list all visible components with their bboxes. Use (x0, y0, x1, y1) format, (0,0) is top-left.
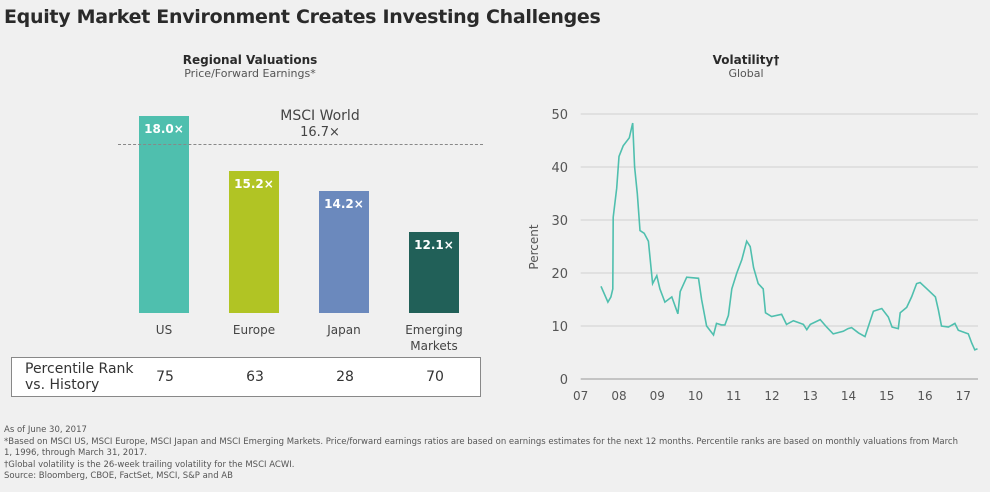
note-date: As of June 30, 2017 (4, 425, 87, 435)
x-tick-label: 15 (879, 389, 894, 403)
reference-line-label: MSCI World (280, 108, 360, 124)
percentile-emerging: 70 (426, 369, 444, 385)
bar-value-label: 18.0× (144, 122, 184, 136)
x-tick-label: 12 (764, 389, 779, 403)
note-source: Source: Bloomberg, CBOE, FactSet, MSCI, … (4, 471, 233, 481)
category-label: Japan (327, 323, 361, 337)
category-label: Emerging Markets (405, 323, 463, 353)
page-title: Equity Market Environment Creates Invest… (4, 6, 601, 28)
percentile-table: Percentile Rank vs. History 75 63 28 70 (11, 357, 481, 397)
note-volatility: †Global volatility is the 26-week traili… (4, 459, 295, 470)
y-tick-label: 10 (551, 320, 568, 335)
y-tick-label: 40 (551, 161, 568, 176)
footnotes: As of June 30, 2017 *Based on MSCI US, M… (4, 425, 984, 483)
category-label: Europe (232, 323, 276, 337)
x-tick-label: 07 (573, 389, 588, 403)
percentile-japan: 28 (336, 369, 354, 385)
reference-line (118, 144, 483, 145)
bar-value-label: 12.1× (414, 238, 454, 253)
note-methodology: *Based on MSCI US, MSCI Europe, MSCI Jap… (4, 436, 958, 459)
bar-value-label: 15.2× (234, 177, 274, 192)
percentile-europe: 63 (246, 369, 264, 385)
reference-line-value: 16.7× (300, 125, 340, 140)
y-tick-label: 30 (551, 214, 568, 229)
bar-2 (319, 190, 369, 313)
y-tick-label: 0 (560, 373, 568, 388)
volatility-line (600, 122, 978, 351)
bar-chart-subtitle: Price/Forward Earnings* (184, 67, 316, 80)
x-tick-label: 10 (688, 389, 703, 403)
x-tick-label: 13 (803, 389, 818, 403)
line-chart: 0 10 20 30 40 50 07 08 09 10 11 12 13 14 15 16 17 Percent (527, 108, 978, 403)
percentile-us: 75 (156, 369, 174, 385)
x-tick-label: 09 (650, 389, 665, 403)
line-chart-title: Volatility† (712, 53, 780, 67)
percentile-label-line1: Percentile Rank (25, 361, 134, 377)
line-chart-subtitle: Global (728, 67, 764, 80)
x-tick-label: 17 (956, 389, 971, 403)
percentile-label: Percentile Rank vs. History (25, 361, 134, 393)
bar-0 (139, 116, 189, 313)
x-tick-label: 08 (611, 389, 626, 403)
percentile-label-line2: vs. History (25, 377, 100, 393)
x-tick-label: 11 (726, 389, 741, 403)
x-tick-label: 14 (841, 389, 856, 403)
bar-chart-title: Regional Valuations (182, 53, 318, 67)
bar-value-label: 14.2× (324, 196, 364, 211)
y-tick-label: 50 (551, 108, 568, 123)
y-tick-label: 20 (551, 267, 568, 282)
bar-1 (229, 171, 279, 313)
bar-3 (409, 232, 459, 313)
x-tick-label: 16 (917, 389, 932, 403)
y-axis-label: Percent (527, 224, 541, 269)
category-label: US (155, 323, 173, 337)
